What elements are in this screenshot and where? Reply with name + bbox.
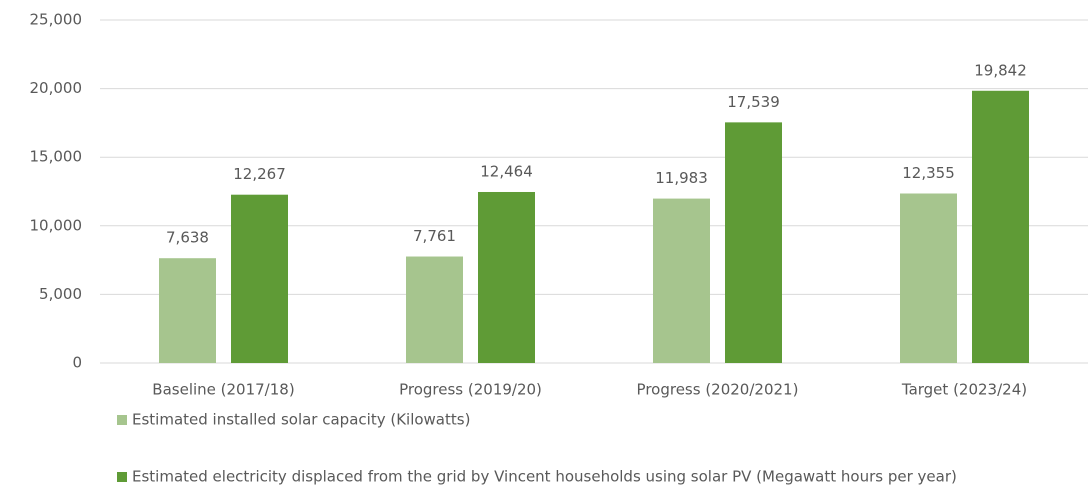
data-label: 7,761 <box>413 227 456 245</box>
y-tick-label: 5,000 <box>39 285 82 303</box>
legend-swatch <box>117 472 127 482</box>
x-tick-label: Progress (2019/20) <box>399 381 542 399</box>
data-label: 17,539 <box>727 93 780 111</box>
bar <box>725 122 782 363</box>
y-tick-label: 20,000 <box>30 79 83 97</box>
y-tick-label: 10,000 <box>30 216 83 234</box>
data-label: 12,267 <box>233 165 286 183</box>
legend-swatch <box>117 415 127 425</box>
y-tick-label: 25,000 <box>30 11 83 29</box>
data-label: 12,355 <box>902 164 955 182</box>
x-tick-label: Progress (2020/2021) <box>637 381 799 399</box>
bar <box>478 191 535 363</box>
data-label: 11,983 <box>655 169 708 187</box>
x-tick-label: Baseline (2017/18) <box>152 381 294 399</box>
bar <box>653 198 710 363</box>
bar <box>159 258 216 363</box>
bar <box>231 194 288 363</box>
data-label: 19,842 <box>974 61 1027 79</box>
bar <box>406 256 463 363</box>
x-tick-label: Target (2023/24) <box>901 381 1027 399</box>
legend-label: Estimated electricity displaced from the… <box>132 468 957 486</box>
bar <box>972 90 1029 363</box>
y-tick-label: 15,000 <box>30 148 83 166</box>
data-label: 7,638 <box>166 229 209 247</box>
bar <box>900 193 957 363</box>
legend-label: Estimated installed solar capacity (Kilo… <box>132 411 470 429</box>
y-tick-label: 0 <box>72 354 82 372</box>
data-label: 12,464 <box>480 162 533 180</box>
